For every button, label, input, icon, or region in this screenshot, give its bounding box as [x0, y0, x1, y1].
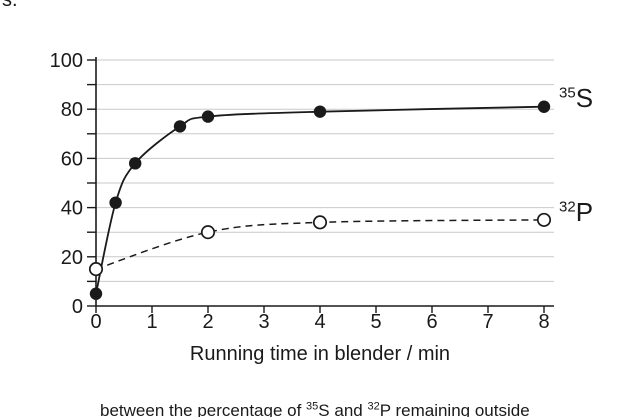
x-tick-label: 5: [370, 311, 381, 333]
y-tick-label: 60: [61, 148, 83, 170]
x-tick-label: 4: [314, 311, 325, 333]
tick-labels: 0 20 40 60 80 100 0 1 2 3 4 5 6 7 8: [50, 50, 550, 333]
data-point-35S: [313, 105, 327, 118]
gridlines: [96, 59, 554, 282]
clipped-sentence-top: s.: [2, 0, 18, 11]
data-point-32P: [312, 215, 328, 230]
clipped-caption-bottom: between the percentage of 35S and 32P re…: [100, 400, 530, 417]
x-tick-label: 1: [146, 311, 157, 333]
data-point-35S: [129, 157, 142, 170]
y-tick-label: 80: [61, 99, 83, 121]
caption-isotope-sup: 35: [306, 400, 319, 413]
data-series: [88, 100, 552, 300]
isotope-mass-35: 35: [559, 84, 576, 102]
data-point-32P: [88, 262, 104, 277]
curve-35S: [95, 105, 545, 294]
data-point-32P: [200, 225, 216, 240]
x-tick-label: 2: [202, 311, 213, 333]
data-point-35S: [173, 120, 187, 133]
data-point-35S: [201, 110, 215, 123]
y-tick-label: 100: [50, 50, 83, 72]
y-tick-label: 0: [72, 296, 83, 318]
x-tick-label: 0: [90, 311, 101, 333]
x-tick-label: 7: [482, 311, 493, 333]
y-tick-label: 40: [61, 198, 83, 220]
isotope-mass-32: 32: [559, 198, 576, 216]
series-label-32P: 32P: [559, 199, 593, 225]
data-point-35S: [89, 287, 103, 300]
series-label-35S: 35S: [559, 85, 593, 111]
x-tick-label: 8: [538, 311, 549, 333]
axis-ticks: [87, 59, 545, 313]
data-point-35S: [537, 100, 551, 113]
data-point-32P: [536, 212, 552, 227]
y-tick-label: 20: [61, 247, 83, 269]
x-tick-label: 6: [426, 311, 437, 333]
caption-isotope-sup: 32: [367, 400, 380, 413]
isotope-symbol-P: P: [575, 197, 594, 227]
axes: [95, 57, 554, 307]
data-point-35S: [109, 196, 122, 209]
isotope-symbol-S: S: [575, 83, 594, 113]
x-axis-title: Running time in blender / min: [190, 343, 450, 365]
x-tick-label: 3: [258, 311, 269, 333]
curve-32P: [95, 219, 545, 270]
